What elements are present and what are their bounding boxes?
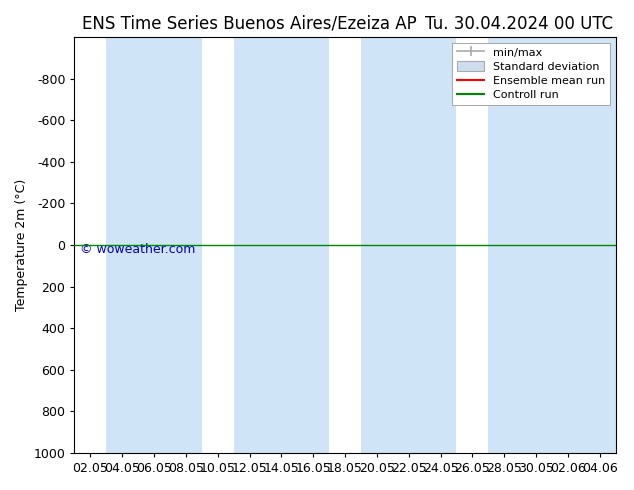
Bar	[138, 37, 170, 453]
Y-axis label: Temperature 2m (°C): Temperature 2m (°C)	[15, 179, 28, 311]
Bar	[266, 37, 297, 453]
Bar	[361, 37, 393, 453]
Bar	[488, 37, 520, 453]
Bar	[233, 37, 266, 453]
Bar	[170, 37, 202, 453]
Bar	[584, 37, 616, 453]
Bar	[107, 37, 138, 453]
Bar	[520, 37, 552, 453]
Legend: min/max, Standard deviation, Ensemble mean run, Controll run: min/max, Standard deviation, Ensemble me…	[452, 43, 610, 104]
Bar	[393, 37, 425, 453]
Bar	[297, 37, 329, 453]
Text: © woweather.com: © woweather.com	[80, 243, 195, 256]
Bar	[552, 37, 584, 453]
Bar	[425, 37, 456, 453]
Text: Tu. 30.04.2024 00 UTC: Tu. 30.04.2024 00 UTC	[425, 15, 613, 33]
Text: ENS Time Series Buenos Aires/Ezeiza AP: ENS Time Series Buenos Aires/Ezeiza AP	[82, 15, 417, 33]
